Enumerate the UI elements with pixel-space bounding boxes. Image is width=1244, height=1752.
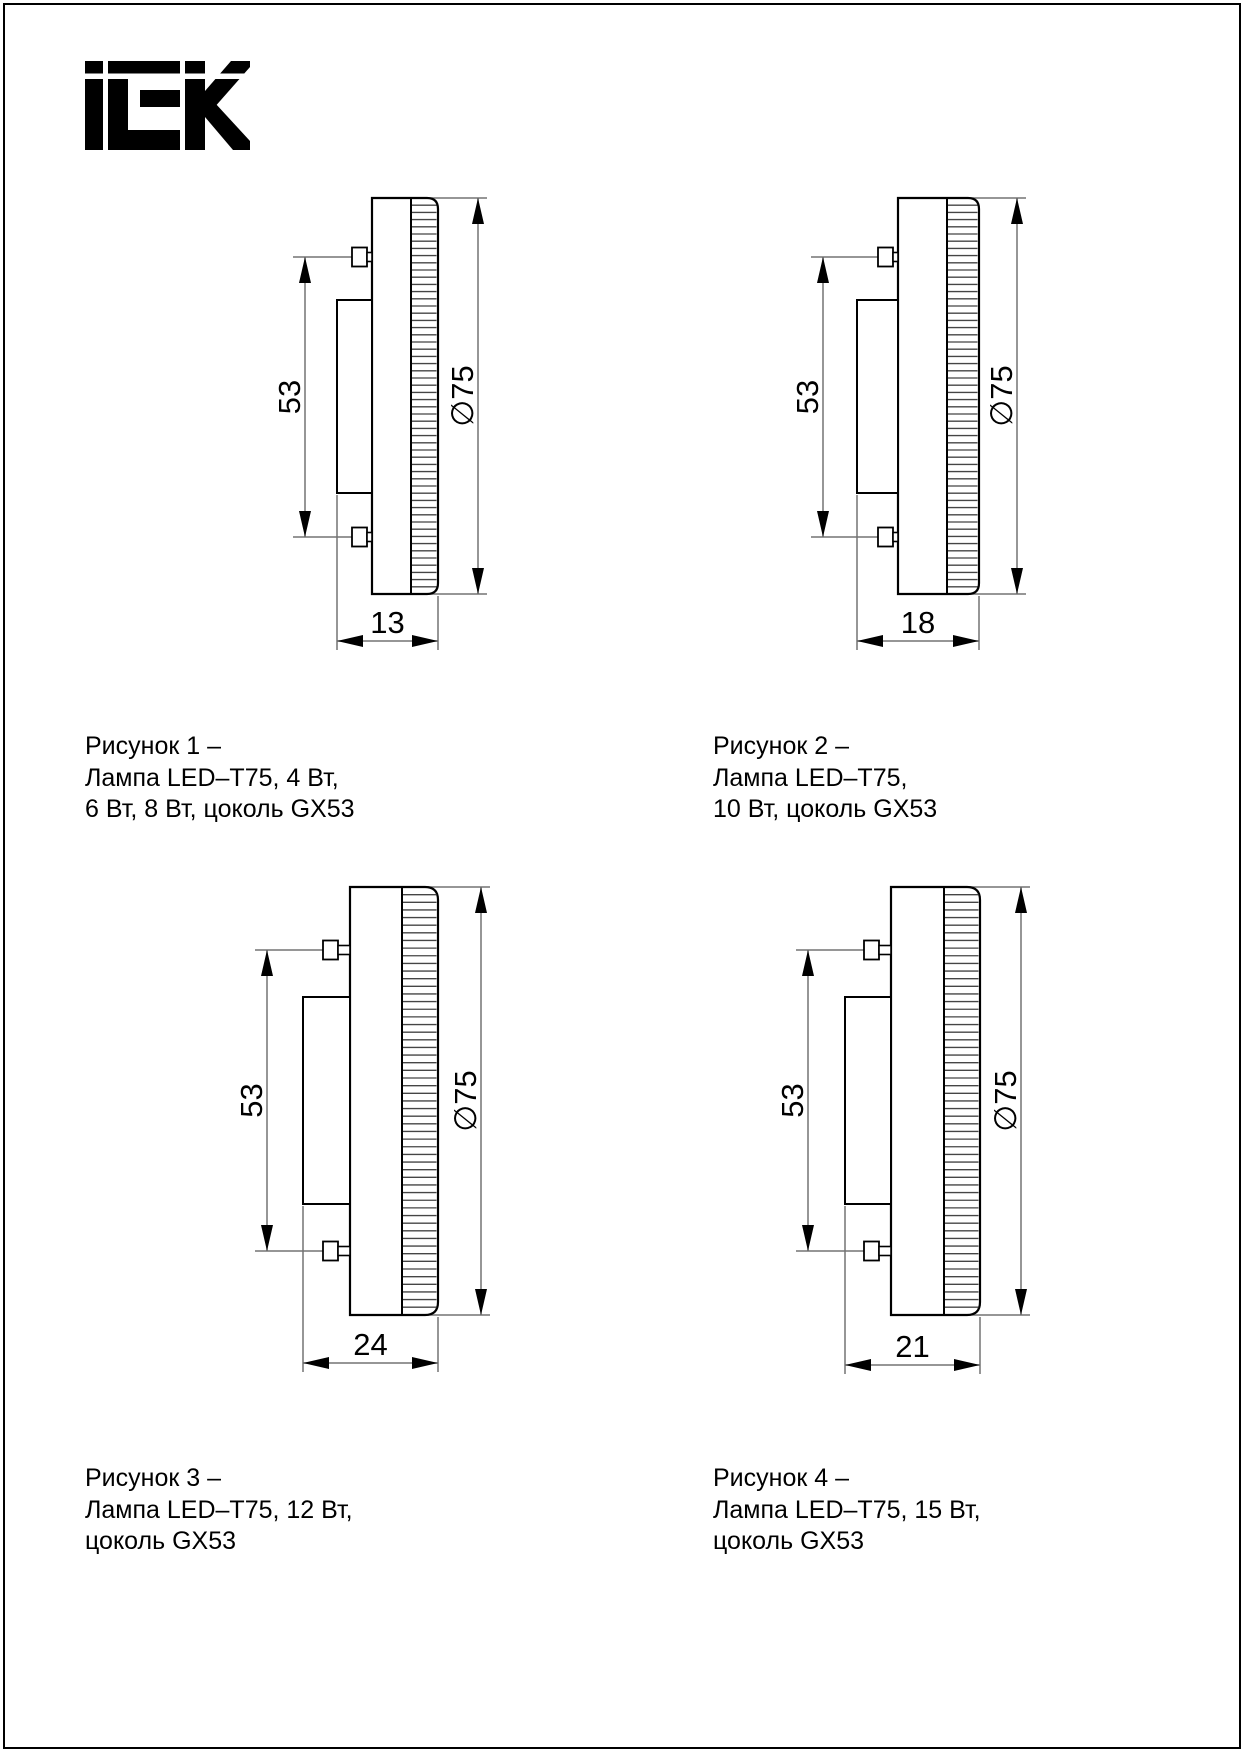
figure-1-drawing: 53 ∅75 13 — [272, 196, 487, 650]
caption-line: Лампа LED–T75, 4 Вт, — [85, 763, 339, 792]
caption-line: цоколь GX53 — [85, 1527, 237, 1555]
dim-label-depth: 13 — [370, 605, 404, 640]
caption-line: Рисунок 4 – — [713, 1464, 849, 1492]
figure-2-caption: Рисунок 2 – Лампа LED–T75, 10 Вт, цоколь… — [713, 731, 937, 826]
iek-logo-shape — [140, 90, 180, 107]
dim-label-diameter: ∅75 — [448, 1070, 483, 1132]
dim-label-diameter: ∅75 — [988, 1070, 1023, 1132]
base-cap — [336, 299, 373, 494]
dimension-arrowhead — [1011, 198, 1023, 224]
contact-pin — [351, 526, 368, 548]
caption-line: цоколь GX53 — [713, 1527, 865, 1555]
dimension-arrowhead — [299, 257, 311, 283]
caption-line: Лампа LED–T75, 12 Вт, — [85, 1495, 353, 1524]
iek-logo-shape — [205, 103, 250, 150]
dimension-arrowhead — [817, 511, 829, 537]
dim-label-height: 53 — [775, 1083, 810, 1117]
dimension-arrowhead — [475, 887, 487, 913]
dimension-arrowhead — [1015, 1289, 1027, 1315]
dimension-arrowhead — [1011, 568, 1023, 594]
dim-label-depth: 21 — [895, 1329, 929, 1364]
dim-label-depth: 18 — [901, 605, 935, 640]
dimension-arrowhead — [472, 568, 484, 594]
caption-line: Рисунок 1 – — [85, 732, 221, 760]
caption-line: Рисунок 2 – — [713, 732, 849, 760]
contact-pin-neck — [878, 944, 892, 956]
caption-line: Лампа LED–T75, 15 Вт, — [713, 1495, 981, 1524]
iek-logo-slit — [85, 73, 250, 79]
caption-line: Лампа LED–T75, — [713, 763, 908, 792]
dimension-arrowhead — [337, 635, 363, 647]
contact-pin — [863, 1240, 880, 1262]
figure-3-caption: Рисунок 3 – Лампа LED–T75, 12 Вт, цоколь… — [85, 1463, 353, 1558]
dimension-arrowhead — [412, 635, 438, 647]
figure-2-drawing: 53 ∅75 18 — [790, 196, 1026, 650]
contact-pin — [863, 939, 880, 961]
iek-logo-shape — [128, 130, 180, 150]
contact-pin-neck — [337, 1245, 351, 1257]
dim-label-diameter: ∅75 — [445, 365, 480, 427]
contact-pin-neck — [366, 251, 373, 263]
iek-logo-shape — [185, 61, 205, 150]
figure-4-caption: Рисунок 4 – Лампа LED–T75, 15 Вт, цоколь… — [713, 1463, 981, 1558]
caption-line: 6 Вт, 8 Вт, цоколь GX53 — [85, 795, 355, 823]
dim-label-diameter: ∅75 — [984, 365, 1019, 427]
base-cap — [302, 996, 351, 1205]
caption-line: 10 Вт, цоколь GX53 — [713, 795, 938, 823]
dimension-arrowhead — [954, 1359, 980, 1371]
dimension-arrowhead — [261, 950, 273, 976]
dimension-arrowhead — [857, 635, 883, 647]
dim-label-height: 53 — [272, 380, 307, 414]
dimension-arrowhead — [299, 511, 311, 537]
contact-pin — [351, 246, 368, 268]
contact-pin-neck — [337, 944, 351, 956]
contact-pin-neck — [878, 1245, 892, 1257]
dimension-arrowhead — [802, 1225, 814, 1251]
dimension-arrowhead — [845, 1359, 871, 1371]
dim-label-height: 53 — [790, 380, 825, 414]
lamp-body-outline — [370, 196, 440, 596]
dimension-arrowhead — [303, 1357, 329, 1369]
dimension-arrowhead — [472, 198, 484, 224]
dimension-arrowhead — [412, 1357, 438, 1369]
iek-logo — [85, 61, 250, 150]
contact-pin-neck — [892, 531, 899, 543]
contact-pin — [877, 526, 894, 548]
dimension-arrowhead — [953, 635, 979, 647]
iek-logo-shape — [108, 61, 128, 150]
figure-4-drawing: 53 ∅75 21 — [775, 885, 1030, 1374]
iek-logo-shape — [205, 61, 250, 109]
contact-pin-neck — [892, 251, 899, 263]
base-cap — [856, 299, 899, 494]
caption-line: Рисунок 3 – — [85, 1464, 221, 1492]
dimension-arrowhead — [817, 257, 829, 283]
dim-label-depth: 24 — [353, 1327, 387, 1362]
contact-pin — [322, 939, 339, 961]
dimension-arrowhead — [261, 1225, 273, 1251]
base-cap — [844, 996, 892, 1205]
contact-pin — [322, 1240, 339, 1262]
figure-1-caption: Рисунок 1 – Лампа LED–T75, 4 Вт, 6 Вт, 8… — [85, 731, 355, 826]
dimension-arrowhead — [1015, 887, 1027, 913]
dimension-arrowhead — [475, 1289, 487, 1315]
contact-pin-neck — [366, 531, 373, 543]
dim-label-height: 53 — [234, 1083, 269, 1117]
figure-3-drawing: 53 ∅75 24 — [234, 885, 490, 1372]
lamp-body-outline — [896, 196, 981, 596]
dimension-arrowhead — [802, 950, 814, 976]
contact-pin — [877, 246, 894, 268]
iek-logo-shape — [85, 61, 103, 150]
